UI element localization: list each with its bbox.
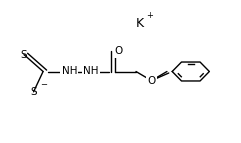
Text: S: S <box>30 87 37 97</box>
Text: K: K <box>135 17 144 30</box>
Text: NH: NH <box>61 66 77 77</box>
Text: O: O <box>115 46 123 56</box>
Text: O: O <box>147 76 156 86</box>
Text: S: S <box>21 50 27 60</box>
Text: −: − <box>40 80 47 89</box>
Text: NH: NH <box>83 66 99 77</box>
Text: +: + <box>146 11 153 20</box>
